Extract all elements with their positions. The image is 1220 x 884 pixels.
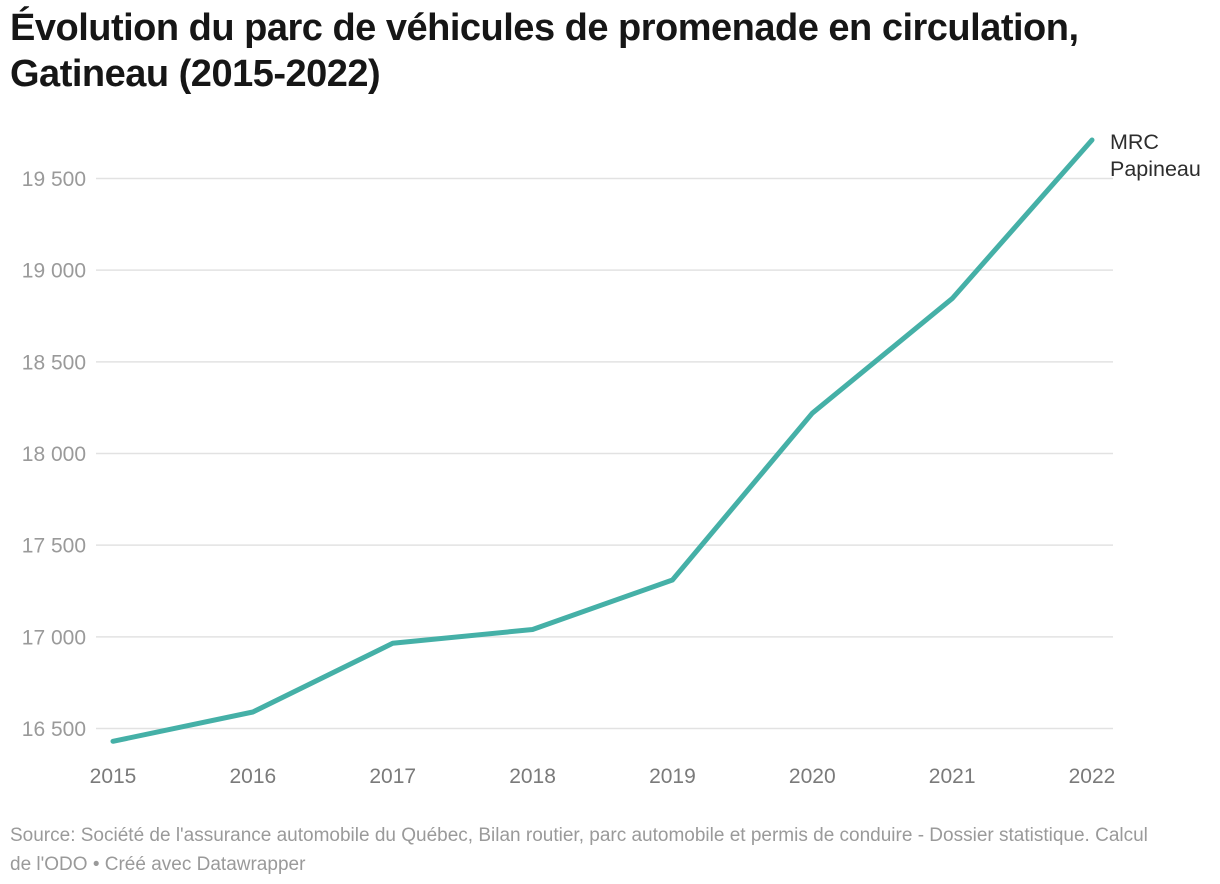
y-tick-label: 19 000: [22, 260, 86, 283]
series-end-label: MRC Papineau: [1110, 130, 1201, 181]
y-tick-label: 16 500: [22, 718, 86, 741]
x-tick-label: 2022: [1069, 765, 1116, 788]
y-tick-label: 19 500: [22, 168, 86, 191]
y-tick-label: 18 000: [22, 443, 86, 466]
x-tick-label: 2016: [229, 765, 276, 788]
chart-title: Évolution du parc de véhicules de promen…: [10, 7, 1079, 96]
x-tick-label: 2020: [789, 765, 836, 788]
y-tick-label: 17 000: [22, 626, 86, 649]
x-tick-label: 2015: [90, 765, 137, 788]
x-tick-label: 2018: [509, 765, 556, 788]
x-tick-label: 2017: [369, 765, 416, 788]
source-note: Source: Société de l'assurance automobil…: [10, 825, 1148, 875]
line-chart: 16 500 17 000 17 500 18 000 18 500 19 000 19 5…: [22, 130, 1201, 788]
y-tick-label: 18 500: [22, 351, 86, 374]
x-tick-label: 2021: [929, 765, 976, 788]
chart-area: 16 500 17 000 17 500 18 000 18 500 19 000 19 5…: [0, 110, 1220, 800]
x-tick-label: 2019: [649, 765, 696, 788]
y-tick-label: 17 500: [22, 535, 86, 558]
series-line: [110, 137, 1095, 744]
